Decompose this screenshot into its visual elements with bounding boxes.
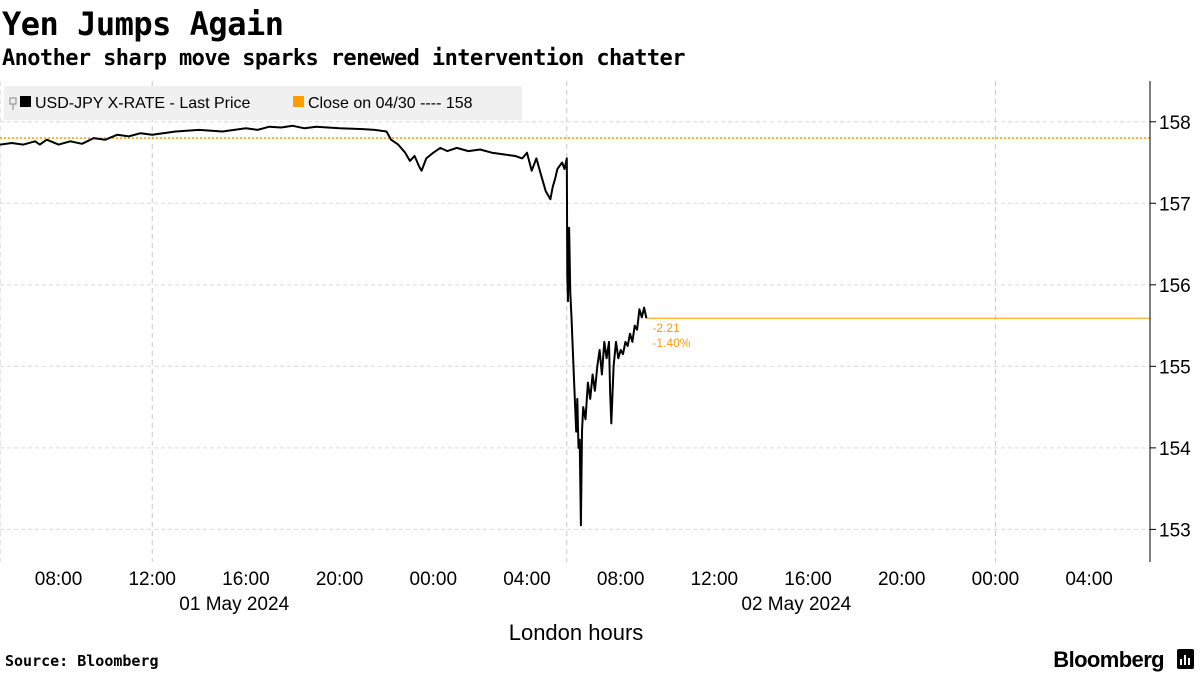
x-tick-label: 04:00 — [1065, 569, 1113, 590]
x-date-label: 01 May 2024 — [179, 594, 289, 615]
y-tick-label: 153 — [1159, 520, 1191, 541]
y-tick-label: 158 — [1159, 113, 1191, 134]
x-tick-label: 20:00 — [316, 569, 364, 590]
series-layer — [0, 124, 648, 527]
grid-layer — [0, 81, 1150, 562]
x-axis-title: London hours — [509, 620, 644, 645]
x-tick-label: 08:00 — [35, 569, 83, 590]
x-axis: 08:00 12:00 16:00 20:00 00:00 04:00 08:00 12:00… — [35, 569, 1113, 615]
legend-label-price: USD-JPY X-RATE - Last Price — [35, 95, 251, 112]
y-tick-label: 154 — [1159, 439, 1191, 460]
change-annotation: -2.21 — [652, 321, 680, 335]
chart-subtitle: Another sharp move sparks renewed interv… — [2, 46, 685, 71]
change-pct-annotation: -1.40% — [652, 336, 690, 350]
x-tick-label: 12:00 — [128, 569, 176, 590]
x-tick-label: 00:00 — [410, 569, 458, 590]
x-tick-label: 16:00 — [222, 569, 270, 590]
x-date-label: 02 May 2024 — [741, 594, 851, 615]
y-tick-label: 155 — [1159, 357, 1191, 378]
price-series-line — [0, 124, 648, 527]
brand-logo: Bloomberg — [1053, 647, 1164, 672]
x-tick-label: 16:00 — [784, 569, 832, 590]
legend-swatch-close — [293, 96, 304, 107]
y-tick-label: 156 — [1159, 276, 1191, 297]
x-tick-label: 00:00 — [972, 569, 1020, 590]
y-axis: 153 154 155 156 157 158 — [1149, 81, 1191, 562]
bloomberg-terminal-icon — [1177, 649, 1194, 669]
legend: USD-JPY X-RATE - Last Price Close on 04/… — [4, 86, 522, 120]
legend-background — [4, 86, 522, 120]
x-tick-label: 12:00 — [691, 569, 739, 590]
x-tick-label: 20:00 — [878, 569, 926, 590]
legend-handle-icon — [9, 97, 17, 110]
y-tick-label: 157 — [1159, 194, 1191, 215]
source-note: Source: Bloomberg — [5, 652, 159, 670]
legend-label-close: Close on 04/30 ---- 158 — [308, 95, 473, 112]
legend-swatch-price — [20, 96, 31, 107]
x-tick-label: 04:00 — [503, 569, 551, 590]
reference-lines: -2.21-1.40% — [0, 137, 1150, 350]
chart-title: Yen Jumps Again — [2, 5, 284, 43]
x-tick-label: 08:00 — [597, 569, 645, 590]
